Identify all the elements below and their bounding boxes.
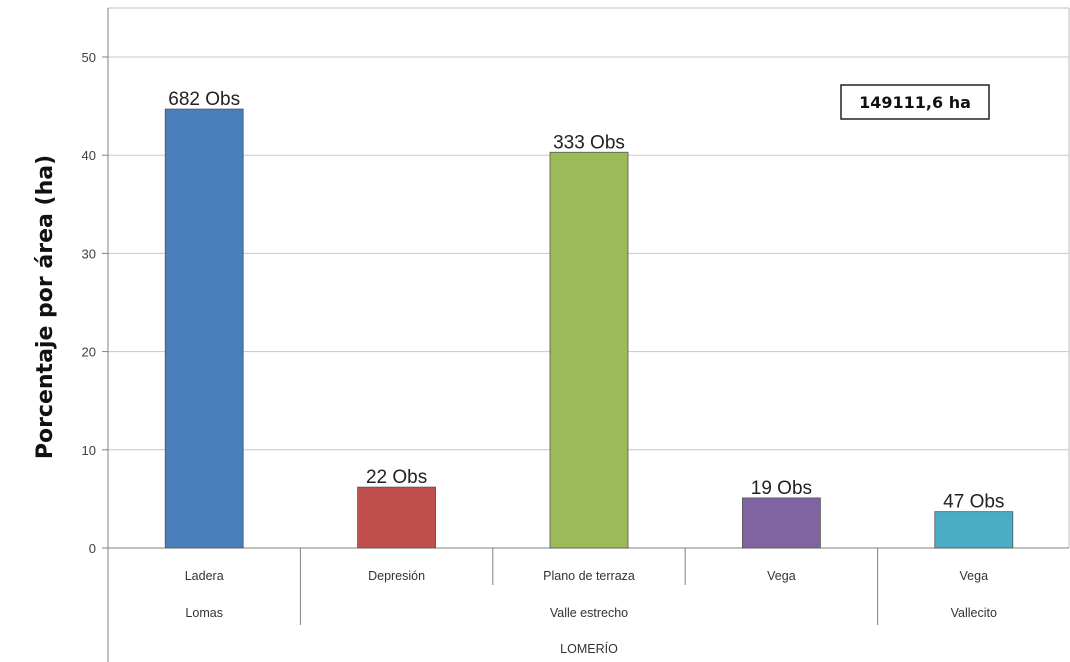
bar (934, 511, 1014, 549)
y-tick-label: 20 (82, 345, 96, 360)
category-axis: Ladera Depresión Plano de terraza Vega Vega L… (185, 548, 997, 656)
data-label: 47 Obs (943, 492, 1004, 513)
y-axis-label: Porcentaje por área (ha) (33, 155, 58, 459)
data-label: 22 Obs (366, 467, 427, 488)
category-label: Ladera (185, 569, 224, 583)
y-tick-label: 10 (82, 443, 96, 458)
bar (357, 486, 437, 549)
category-label: Plano de terraza (543, 569, 635, 583)
data-label: 19 Obs (751, 478, 812, 499)
bar (742, 497, 821, 549)
category-label: Vega (960, 569, 989, 583)
supergroup-label: LOMERÍO (560, 641, 618, 656)
group-label: Valle estrecho (550, 606, 628, 620)
y-tick-labels: 0 10 20 30 40 50 (82, 50, 96, 556)
data-labels: 682 Obs 22 Obs 333 Obs 19 Obs 47 Obs (168, 89, 1004, 513)
bar (164, 108, 244, 549)
y-tick-label: 50 (82, 50, 96, 65)
annotation-box: 149111,6 ha (840, 84, 990, 120)
y-tick-label: 0 (89, 541, 96, 556)
bar (549, 151, 629, 549)
y-tick-label: 30 (82, 246, 96, 261)
data-label: 682 Obs (168, 89, 240, 110)
y-tick-label: 40 (82, 148, 96, 163)
bars (164, 108, 1014, 549)
group-label: Lomas (185, 606, 223, 620)
group-label: Vallecito (951, 606, 997, 620)
category-label: Vega (767, 569, 796, 583)
data-label: 333 Obs (553, 132, 625, 153)
category-label: Depresión (368, 569, 425, 583)
annotation-text: 149111,6 ha (859, 93, 971, 112)
